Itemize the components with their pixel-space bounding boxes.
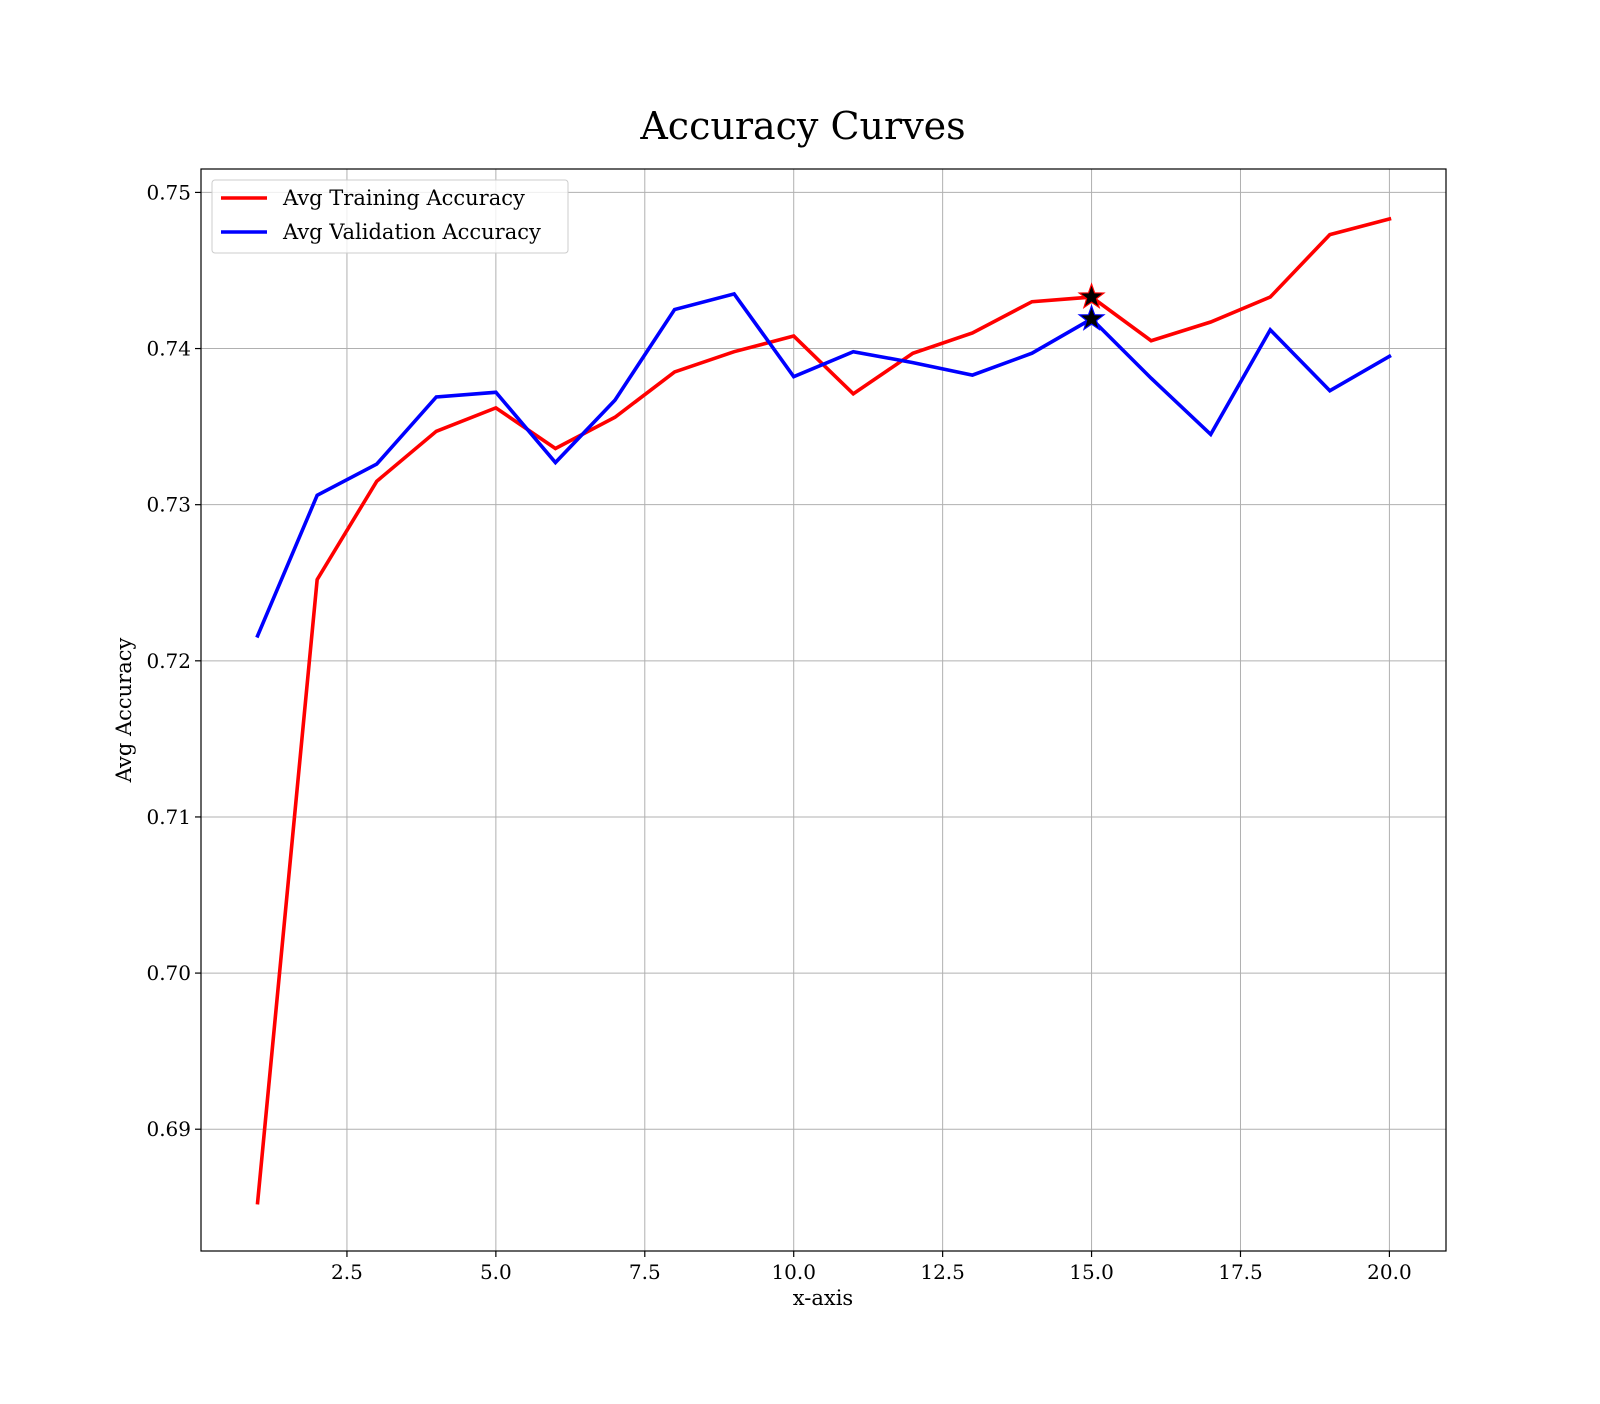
y-tick-label: 0.69: [146, 1117, 191, 1141]
y-tick-label: 0.71: [146, 805, 191, 829]
x-tick-label: 15.0: [1069, 1260, 1114, 1284]
x-tick-label: 17.5: [1218, 1260, 1263, 1284]
x-tick-label: 2.5: [331, 1260, 363, 1284]
axis-ticks: 2.5 5.0 7.5 10.0 12.5 15.0 17.5 20.0 0.69 0.70 0.7…: [146, 180, 1411, 1284]
y-tick-label: 0.70: [146, 961, 191, 985]
best-markers: [1077, 282, 1106, 331]
legend-label-validation: Avg Validation Accuracy: [282, 220, 541, 244]
y-tick-label: 0.72: [146, 649, 191, 673]
y-tick-label: 0.74: [146, 337, 191, 361]
plot-area-frame: [200, 168, 1447, 1252]
x-axis-label: x-axis: [793, 1286, 853, 1310]
series-lines: [255, 216, 1392, 1205]
y-tick-label: 0.73: [146, 493, 191, 517]
x-tick-label: 5.0: [480, 1260, 512, 1284]
x-tick-label: 7.5: [629, 1260, 661, 1284]
x-tick-label: 20.0: [1367, 1260, 1412, 1284]
best-training-star-marker: [1077, 282, 1106, 310]
legend-box: [211, 179, 569, 254]
x-tick-label: 12.5: [920, 1260, 965, 1284]
chart-title: Accuracy Curves: [639, 104, 965, 148]
series-line-validation: [255, 291, 1392, 639]
x-tick-label: 10.0: [771, 1260, 816, 1284]
legend-label-training: Avg Training Accuracy: [282, 186, 525, 210]
grid-lines: [201, 169, 1446, 1251]
y-axis-label: Avg Accuracy: [112, 638, 136, 784]
legend: Avg Training Accuracy Avg Validation Acc…: [211, 179, 569, 254]
y-tick-label: 0.75: [146, 180, 191, 204]
best-validation-star-marker: [1077, 304, 1106, 331]
